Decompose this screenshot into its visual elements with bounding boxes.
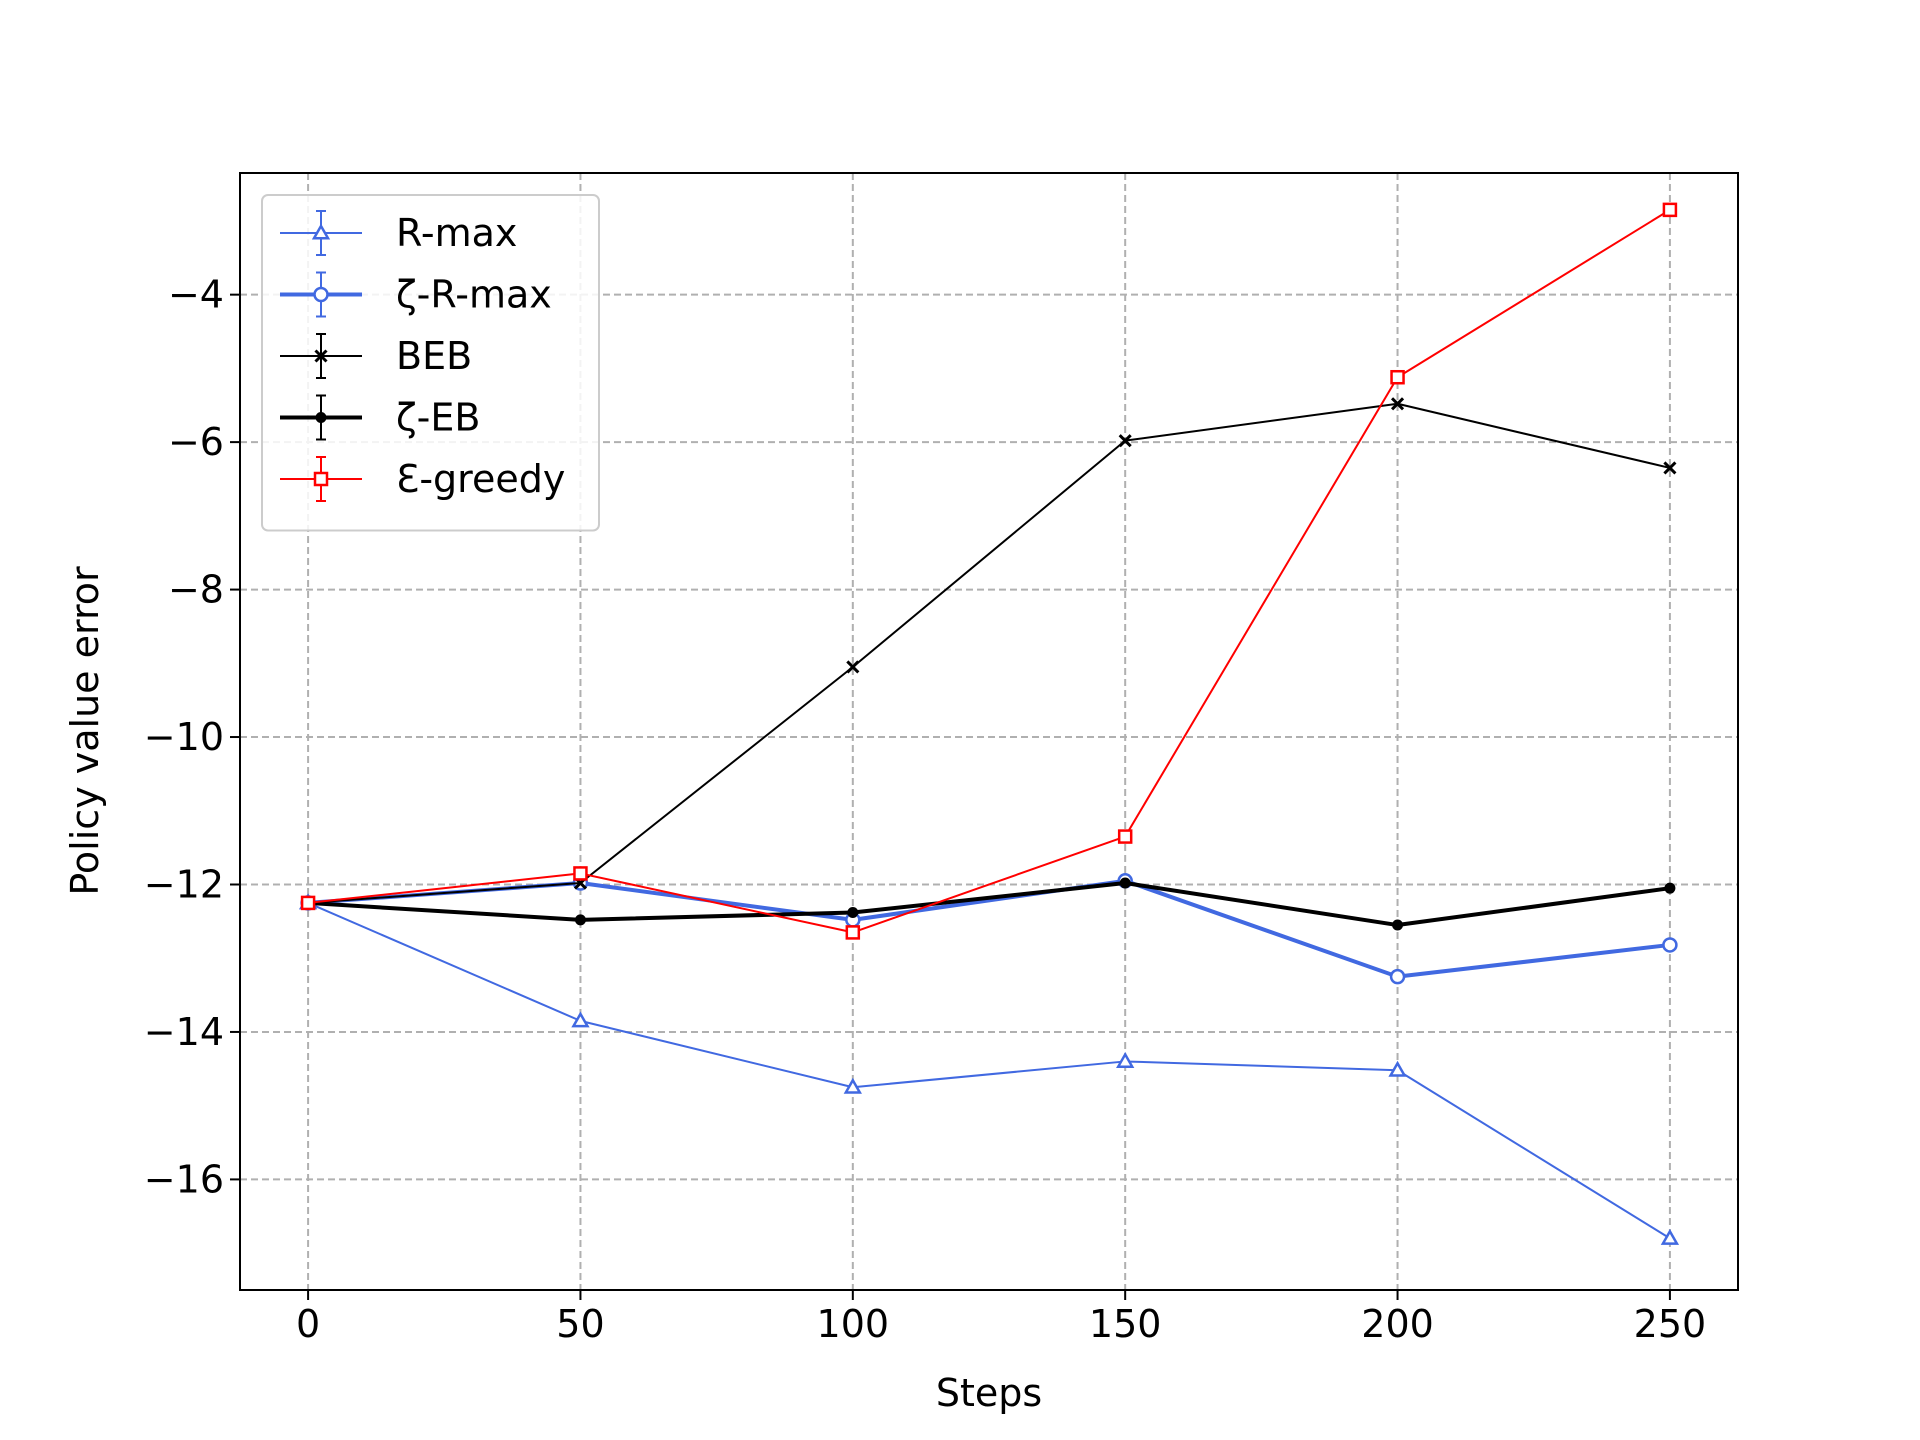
legend: R-max ζ-R-max BEB ζ-EB Ɛ-greedy — [261, 194, 600, 532]
data-point — [300, 895, 316, 911]
y-tick-label: −8 — [168, 568, 224, 612]
data-point — [1116, 1051, 1135, 1068]
y-axis-label: Policy value error — [63, 566, 107, 896]
series-line — [307, 881, 1671, 928]
series-line — [307, 902, 1671, 1240]
y-tick-label: −14 — [144, 1010, 224, 1054]
x-tick-label: 50 — [556, 1302, 604, 1346]
x-tick-label: 200 — [1361, 1302, 1434, 1346]
legend-label: R-max — [396, 211, 517, 255]
legend-box — [261, 194, 600, 532]
data-point — [1660, 1228, 1680, 1245]
legend-item: ζ-R-max — [280, 271, 552, 318]
data-point — [1117, 829, 1133, 844]
data-point — [574, 914, 586, 926]
legend-label: Ɛ-greedy — [396, 457, 565, 501]
legend-marker — [315, 412, 327, 423]
data-point — [1662, 937, 1678, 953]
series-line — [307, 878, 1671, 979]
y-tick-label: −12 — [144, 862, 224, 906]
legend-label: BEB — [396, 334, 472, 378]
data-point — [1388, 1060, 1407, 1077]
data-point — [1390, 397, 1405, 411]
legend-label: ζ-EB — [396, 396, 480, 440]
plot-frame — [239, 172, 1739, 1291]
legend-marker — [313, 286, 329, 303]
data-point — [1663, 461, 1677, 475]
series-line — [308, 402, 1671, 904]
series — [300, 873, 1678, 985]
data-point — [845, 925, 861, 940]
series-line — [307, 209, 1671, 934]
y-tick-label: −6 — [168, 420, 224, 464]
ticks: 0 50 100 150 200 250 −16 −14 −12 −10 −8 −6 −4 — [144, 273, 1706, 1346]
x-tick-label: 150 — [1089, 1302, 1162, 1346]
x-tick-label: 250 — [1634, 1302, 1707, 1346]
y-tick-label: −4 — [168, 273, 224, 317]
x-axis-label: Steps — [936, 1371, 1042, 1415]
legend-marker — [313, 471, 329, 487]
data-point — [843, 1077, 862, 1094]
legend-label: ζ-R-max — [396, 273, 552, 317]
series — [302, 877, 1676, 931]
x-tick-label: 0 — [296, 1302, 320, 1346]
data-point — [1390, 369, 1405, 385]
grid — [240, 173, 1738, 1290]
y-tick-label: −10 — [144, 715, 224, 759]
y-tick-label: −16 — [144, 1157, 224, 1201]
x-tick-label: 100 — [817, 1302, 890, 1346]
legend-item: ζ-EB — [280, 394, 480, 441]
data-point — [1392, 919, 1404, 931]
data-point — [1118, 434, 1132, 448]
legend-item: Ɛ-greedy — [280, 456, 565, 502]
legend-marker — [311, 223, 331, 240]
data-point — [571, 1011, 590, 1028]
data-point — [1664, 882, 1676, 894]
data-point — [573, 866, 588, 881]
series — [300, 202, 1678, 940]
legend-marker — [314, 349, 328, 363]
legend-item: R-max — [280, 210, 517, 256]
series-layer — [298, 202, 1680, 1245]
data-point — [1119, 877, 1131, 889]
data-point — [847, 907, 859, 919]
series — [298, 893, 1680, 1245]
data-point — [1662, 202, 1678, 218]
data-point — [846, 660, 860, 674]
data-point — [1389, 968, 1406, 985]
legend-item: BEB — [280, 333, 472, 379]
